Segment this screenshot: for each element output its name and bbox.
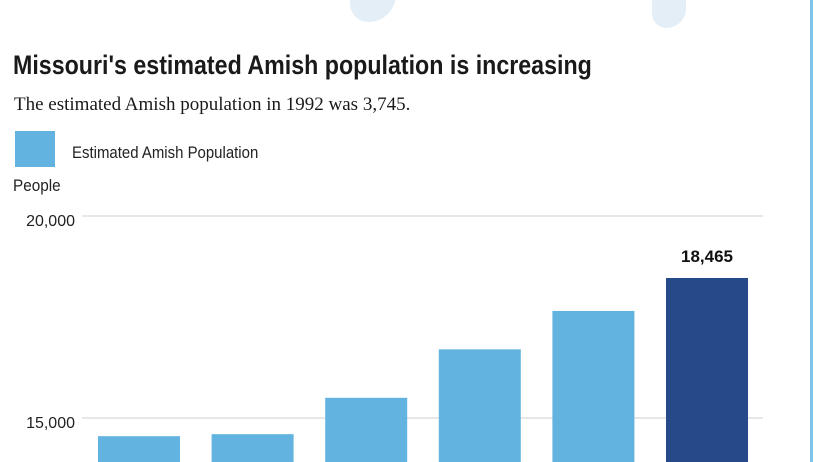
bar-5 [552, 310, 635, 462]
y-tick-label: 15,000 [26, 415, 75, 432]
bar-1 [98, 436, 180, 462]
legend-swatch [15, 131, 55, 167]
y-axis-unit-label: People [13, 176, 61, 195]
legend-label: Estimated Amish Population [72, 143, 259, 162]
bar-6 [666, 278, 748, 462]
chart-title: Missouri's estimated Amish population is… [13, 50, 592, 80]
bar-4 [438, 349, 521, 462]
right-border [810, 0, 813, 462]
chart-subtitle: The estimated Amish population in 1992 w… [14, 94, 411, 115]
map-fragment-left [350, 0, 396, 22]
bar-2 [211, 434, 294, 462]
y-tick-label: 20,000 [26, 213, 75, 230]
bar-value-label: 18,465 [681, 247, 733, 266]
bar-3 [325, 397, 408, 462]
